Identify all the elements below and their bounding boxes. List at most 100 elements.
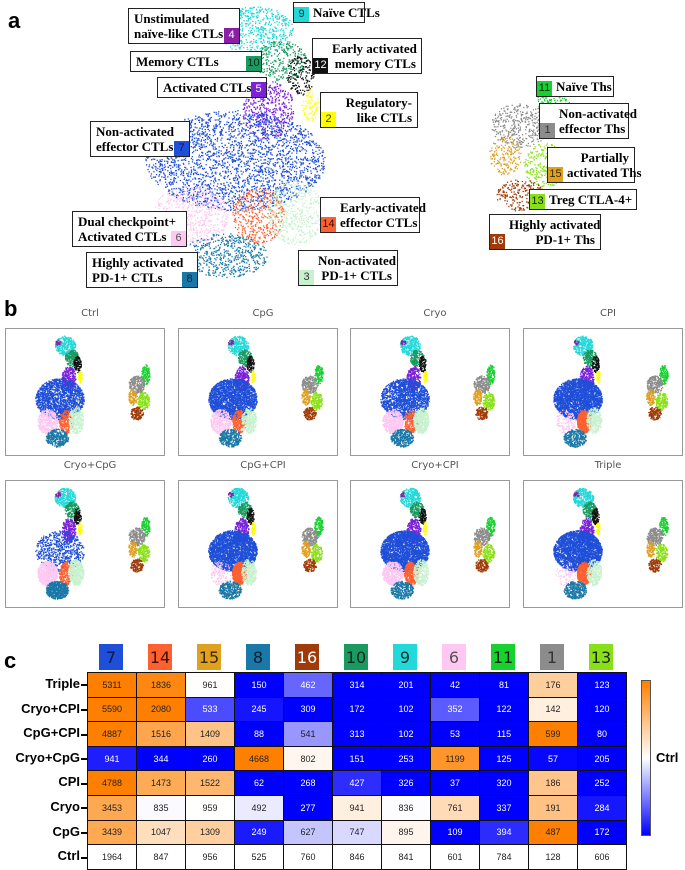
heatmap-cell: 784 bbox=[479, 844, 529, 870]
cluster-label-text: PD-1+ Ths bbox=[495, 232, 595, 247]
heatmap-cell: 277 bbox=[283, 795, 333, 821]
cluster-badge-7: 7 bbox=[174, 141, 189, 156]
cluster-label-text: activated Ths bbox=[553, 165, 629, 180]
heatmap-cell: 176 bbox=[528, 672, 578, 698]
cluster-label-text: naïve-like CTLs bbox=[134, 26, 234, 41]
treatment-scatter bbox=[524, 329, 684, 457]
heatmap-cell: 102 bbox=[381, 697, 431, 723]
treatment-umap-cryo bbox=[350, 328, 510, 456]
treatment-scatter bbox=[351, 329, 511, 457]
heatmap-cell: 1516 bbox=[136, 721, 186, 747]
heatmap-cell: 1047 bbox=[136, 820, 186, 846]
heatmap-cell: 3439 bbox=[87, 820, 137, 846]
cluster-badge-9: 9 bbox=[294, 7, 309, 22]
cluster-8-points bbox=[564, 429, 587, 448]
heatmap-row-label: CpG bbox=[0, 824, 80, 839]
heatmap-cell: 320 bbox=[479, 770, 529, 796]
heatmap-col-header: 16 bbox=[295, 644, 319, 670]
treatment-title: CpG+CPI bbox=[178, 460, 348, 471]
heatmap-cell: 205 bbox=[577, 746, 627, 772]
cluster-badge-12: 12 bbox=[313, 58, 328, 73]
cluster-badge-5: 5 bbox=[251, 82, 266, 97]
heatmap-cell: 961 bbox=[185, 672, 235, 698]
heatmap-cell: 151 bbox=[332, 746, 382, 772]
treatment-umap-cpi bbox=[523, 328, 683, 456]
heatmap-cell: 109 bbox=[430, 820, 480, 846]
heatmap-cell: 62 bbox=[234, 770, 284, 796]
cluster-label-text: Partially bbox=[553, 150, 629, 165]
cluster-label-text: Non-activated bbox=[545, 106, 623, 121]
heatmap-cell: 533 bbox=[185, 697, 235, 723]
heatmap-cell: 487 bbox=[528, 820, 578, 846]
heatmap-cell: 123 bbox=[577, 672, 627, 698]
heatmap-cell: 42 bbox=[430, 672, 480, 698]
treatment-scatter bbox=[179, 329, 339, 457]
cluster-label-13: Treg CTLA-4+13 bbox=[529, 189, 637, 210]
cluster-badge-11: 11 bbox=[537, 81, 552, 96]
cluster-11-points bbox=[314, 365, 324, 384]
cluster-15-points bbox=[128, 389, 138, 406]
heatmap-cell: 956 bbox=[185, 844, 235, 870]
cluster-label-text: like CTLs bbox=[326, 110, 412, 125]
treatment-scatter bbox=[6, 481, 166, 609]
heatmap-cell: 627 bbox=[283, 820, 333, 846]
cluster-badge-6: 6 bbox=[171, 231, 186, 246]
heatmap-cell: 1522 bbox=[185, 770, 235, 796]
heatmap-cell: 344 bbox=[136, 746, 186, 772]
cluster-label-text: effector Ths bbox=[545, 121, 623, 136]
heatmap-cell: 1309 bbox=[185, 820, 235, 846]
heatmap-cell: 4887 bbox=[87, 721, 137, 747]
cluster-badge-3: 3 bbox=[299, 270, 314, 285]
cluster-label-text: Activated CTLs bbox=[78, 229, 181, 244]
heatmap-cell: 326 bbox=[381, 770, 431, 796]
heatmap-cell: 462 bbox=[283, 672, 333, 698]
cluster-15-points bbox=[301, 541, 311, 558]
heatmap-cell: 245 bbox=[234, 697, 284, 723]
heatmap-cell: 394 bbox=[479, 820, 529, 846]
heatmap-cell: 142 bbox=[528, 697, 578, 723]
heatmap-cell: 186 bbox=[528, 770, 578, 796]
heatmap-cell: 57 bbox=[528, 746, 578, 772]
cluster-13-points bbox=[311, 544, 324, 563]
treatment-umap-cpg-cpi bbox=[178, 480, 338, 608]
heatmap-row-label: Triple bbox=[0, 676, 80, 691]
cluster-label-text: Activated CTLs bbox=[163, 80, 261, 95]
heatmap-cell: 268 bbox=[283, 770, 333, 796]
treatment-title: Cryo+CpG bbox=[5, 460, 175, 471]
heatmap-cell: 314 bbox=[332, 672, 382, 698]
treatment-title: Ctrl bbox=[5, 308, 175, 319]
heatmap-cell: 492 bbox=[234, 795, 284, 821]
treatment-title: Cryo bbox=[350, 308, 520, 319]
cluster-11-points bbox=[141, 517, 150, 536]
cluster-6-points bbox=[210, 409, 231, 434]
cluster-16-points bbox=[475, 407, 488, 421]
heatmap-col-header: 14 bbox=[148, 644, 172, 670]
treatment-title: CpG bbox=[178, 308, 348, 319]
cluster-16-points bbox=[476, 559, 490, 572]
colorbar-label: Ctrl bbox=[656, 750, 678, 765]
treatment-umap-cpg bbox=[178, 328, 338, 456]
heatmap-row-label: Cryo+CpG bbox=[0, 750, 80, 765]
cluster-2-points bbox=[302, 89, 319, 121]
cluster-label-text: Non-activated bbox=[304, 253, 392, 268]
cluster-2-points bbox=[596, 523, 601, 536]
heatmap-cell: 191 bbox=[528, 795, 578, 821]
heatmap-cell: 125 bbox=[479, 746, 529, 772]
cluster-badge-14: 14 bbox=[321, 217, 336, 232]
cluster-label-text: Treg CTLA-4+ bbox=[535, 192, 631, 207]
heatmap-col-header: 9 bbox=[393, 644, 417, 670]
heatmap-col-header: 11 bbox=[491, 644, 515, 670]
heatmap-cell: 601 bbox=[430, 844, 480, 870]
treatment-title: Cryo+CPI bbox=[350, 460, 520, 471]
cluster-2-points bbox=[251, 370, 256, 384]
